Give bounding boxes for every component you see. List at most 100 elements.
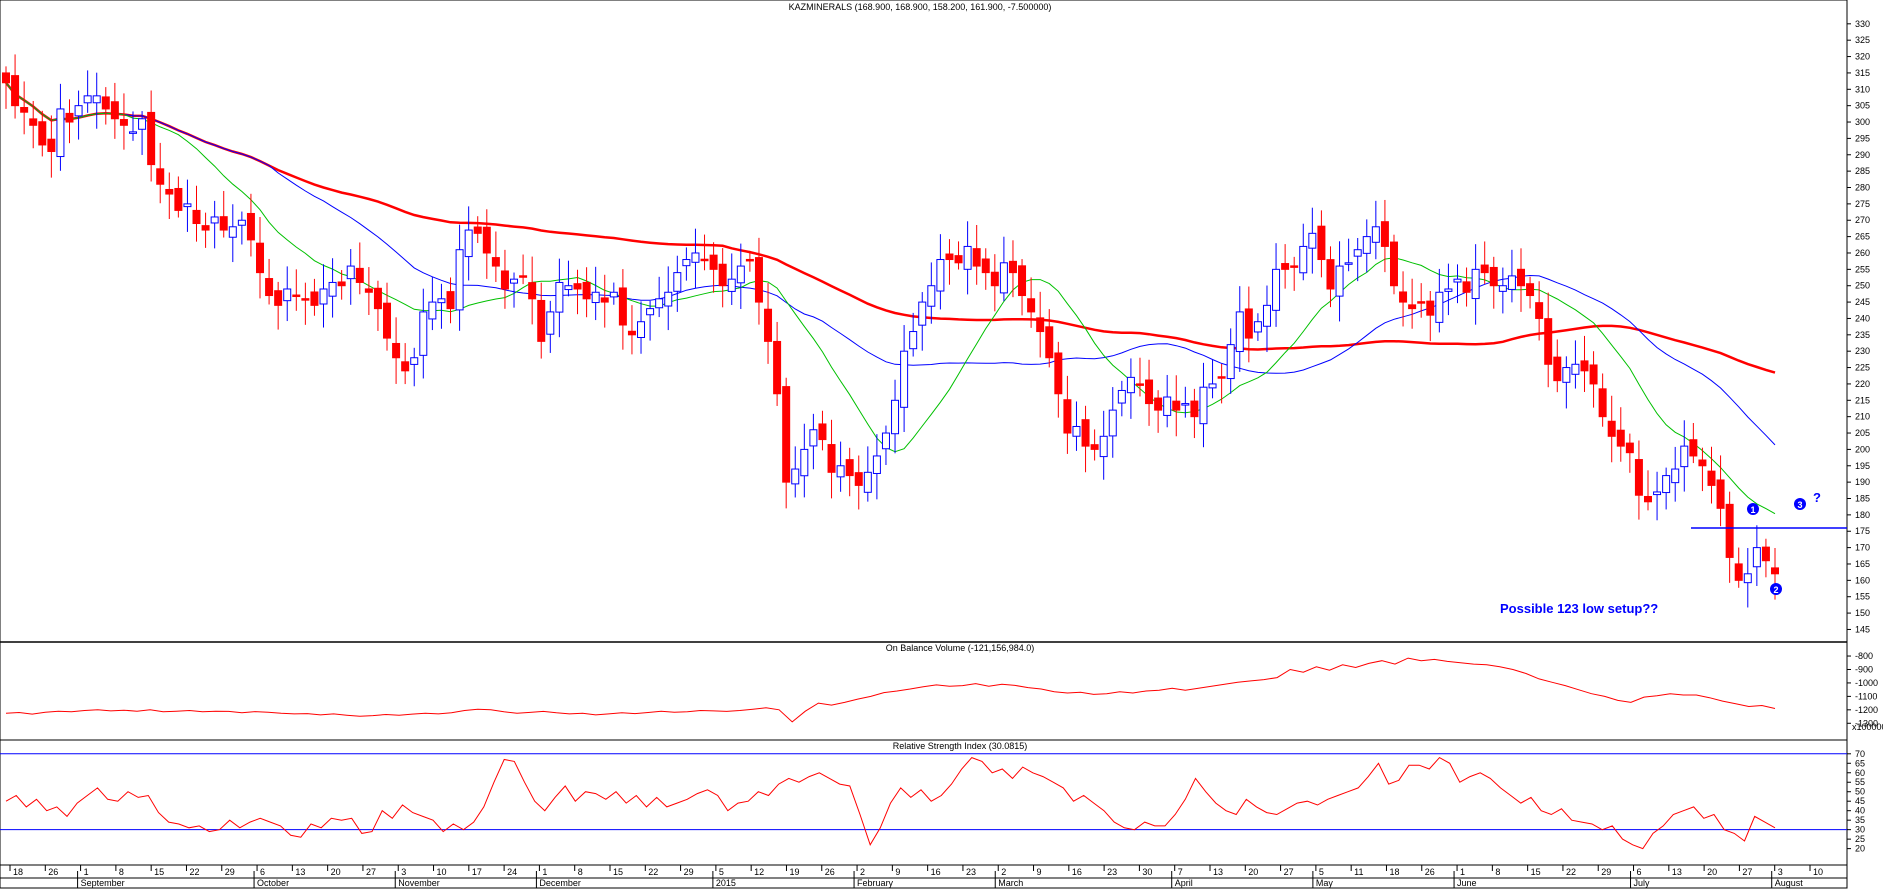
candle-body — [764, 308, 773, 342]
candle-body — [119, 119, 128, 126]
candle-body — [101, 96, 110, 110]
y-tick-label: 55 — [1855, 777, 1865, 787]
candle-body — [1399, 291, 1408, 303]
x-day-label: 18 — [13, 867, 23, 877]
candle-body — [691, 252, 700, 263]
x-day-label: 10 — [437, 867, 447, 877]
price-chart-title: KAZMINERALS (168.900, 168.900, 158.200, … — [789, 2, 1052, 12]
candle-body — [265, 278, 274, 297]
marker-1-circle — [1747, 503, 1759, 515]
marker-3-circle — [1794, 498, 1806, 510]
candle-body — [1217, 376, 1226, 379]
candle-body — [782, 386, 791, 483]
y-tick-label: 290 — [1855, 150, 1870, 160]
x-day-label: 29 — [225, 867, 235, 877]
candle-body — [845, 459, 854, 477]
x-day-label: 26 — [48, 867, 58, 877]
annotation-layer: 1 2 3 ? Possible 123 low setup?? — [1500, 490, 1847, 616]
candle-body — [147, 111, 156, 166]
y-tick-label: -1200 — [1855, 705, 1878, 715]
candle-body — [1317, 225, 1326, 261]
y-tick-label: 260 — [1855, 248, 1870, 258]
candle-body — [800, 448, 809, 477]
candle-body — [881, 432, 890, 450]
candle-body — [1326, 259, 1335, 290]
candle-body — [1190, 400, 1199, 418]
candle-body — [854, 472, 863, 486]
candle-body — [863, 471, 872, 493]
candle-body — [337, 281, 346, 287]
x-day-label: 2 — [1001, 867, 1006, 877]
candle-body — [546, 311, 555, 335]
marker-1-label: 1 — [1750, 505, 1755, 515]
candle-body — [609, 291, 618, 298]
candle-body — [1253, 321, 1262, 333]
candle-body — [1235, 311, 1244, 353]
y-tick-label: 225 — [1855, 363, 1870, 373]
x-day-label: 2 — [860, 867, 865, 877]
candle-body — [1771, 567, 1779, 575]
x-day-label: 22 — [1566, 867, 1576, 877]
candle-body — [891, 399, 900, 435]
x-day-label: 6 — [260, 867, 265, 877]
rsi-chart-title: Relative Strength Index (30.0815) — [893, 741, 1028, 751]
candle-body — [1634, 459, 1643, 496]
y-tick-label: 330 — [1855, 19, 1870, 29]
candle-body — [1308, 232, 1317, 249]
candle-body — [410, 357, 419, 365]
candle-body — [1662, 475, 1671, 494]
x-day-label: 8 — [578, 867, 583, 877]
candle-body — [1716, 479, 1725, 509]
x-day-label: 17 — [472, 867, 482, 877]
y-tick-label: 250 — [1855, 281, 1870, 291]
candle-body — [1063, 399, 1072, 434]
y-tick-label: 315 — [1855, 68, 1870, 78]
candle-body — [446, 291, 455, 310]
candle-body — [1208, 383, 1217, 389]
x-day-label: 29 — [1601, 867, 1611, 877]
moving-average-line — [5, 82, 1776, 446]
y-tick-label: 205 — [1855, 428, 1870, 438]
candle-body — [1498, 285, 1507, 292]
x-day-label: 23 — [1107, 867, 1117, 877]
candle-body — [1126, 376, 1135, 394]
candle-body — [110, 101, 119, 120]
candle-body — [138, 118, 147, 130]
y-tick-label: 150 — [1855, 608, 1870, 618]
y-tick-label: 60 — [1855, 768, 1865, 778]
date-x-axis: 18 26 1 8 15 22 29 6 13 20 27 3 10 17 24 1 8 15 22 29 5 12 19 2… — [0, 865, 1847, 888]
candle-body — [1471, 268, 1480, 300]
y-tick-label: 185 — [1855, 494, 1870, 504]
candle-body — [809, 429, 818, 447]
y-tick-label: 295 — [1855, 133, 1870, 143]
x-day-label: 13 — [1672, 867, 1682, 877]
candle-body — [500, 270, 509, 290]
candle-body — [228, 226, 237, 238]
candle-body — [29, 118, 38, 126]
candle-body — [1580, 360, 1589, 372]
y-tick-label: 305 — [1855, 101, 1870, 111]
x-day-label: 13 — [1213, 867, 1223, 877]
marker-3-label: 3 — [1797, 500, 1802, 510]
x-day-label: 22 — [648, 867, 658, 877]
x-day-label: 15 — [1531, 867, 1541, 877]
candle-body — [1752, 547, 1761, 568]
candle-body — [1453, 278, 1462, 283]
candle-body — [745, 258, 754, 262]
candle-body — [927, 285, 936, 307]
candle-body — [1172, 400, 1181, 411]
y-tick-label: -900 — [1855, 664, 1873, 674]
candle-body — [1707, 470, 1716, 486]
x-day-label: 16 — [1072, 867, 1082, 877]
candle-body — [1272, 268, 1281, 311]
y-tick-label: 300 — [1855, 117, 1870, 127]
y-tick-label: 190 — [1855, 477, 1870, 487]
candle-body — [1589, 364, 1598, 385]
x-day-label: 22 — [189, 867, 199, 877]
x-day-label: 9 — [895, 867, 900, 877]
x-day-label: 23 — [966, 867, 976, 877]
candle-body — [1008, 260, 1017, 274]
x-day-label: 15 — [613, 867, 623, 877]
y-tick-label: -800 — [1855, 651, 1873, 661]
